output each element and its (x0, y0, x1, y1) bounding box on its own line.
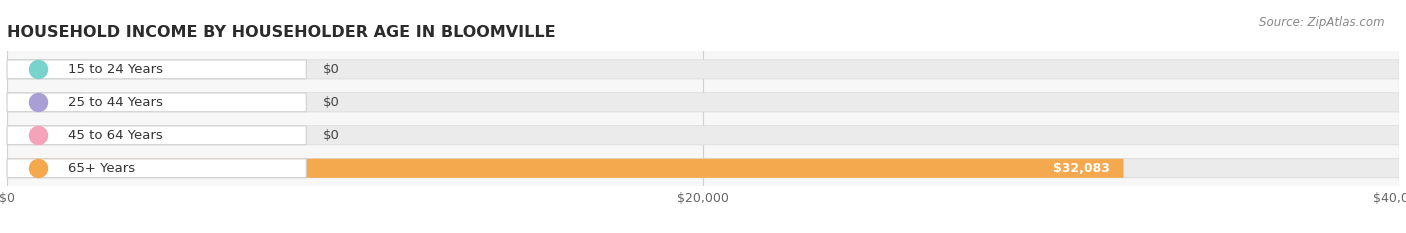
FancyBboxPatch shape (7, 159, 1123, 178)
Text: Source: ZipAtlas.com: Source: ZipAtlas.com (1260, 16, 1385, 29)
Text: $0: $0 (323, 96, 340, 109)
Text: 25 to 44 Years: 25 to 44 Years (69, 96, 163, 109)
FancyBboxPatch shape (7, 60, 83, 79)
FancyBboxPatch shape (7, 93, 83, 112)
Text: 65+ Years: 65+ Years (69, 162, 135, 175)
FancyBboxPatch shape (7, 126, 307, 145)
FancyBboxPatch shape (7, 159, 1399, 178)
FancyBboxPatch shape (7, 60, 1399, 79)
Text: $0: $0 (323, 129, 340, 142)
FancyBboxPatch shape (7, 93, 1399, 112)
Text: $32,083: $32,083 (1053, 162, 1109, 175)
Text: HOUSEHOLD INCOME BY HOUSEHOLDER AGE IN BLOOMVILLE: HOUSEHOLD INCOME BY HOUSEHOLDER AGE IN B… (7, 25, 555, 40)
FancyBboxPatch shape (7, 93, 307, 112)
FancyBboxPatch shape (7, 159, 307, 178)
Text: 45 to 64 Years: 45 to 64 Years (69, 129, 163, 142)
Text: 15 to 24 Years: 15 to 24 Years (69, 63, 163, 76)
FancyBboxPatch shape (7, 126, 83, 145)
FancyBboxPatch shape (7, 60, 307, 79)
Text: $0: $0 (323, 63, 340, 76)
FancyBboxPatch shape (7, 126, 1399, 145)
